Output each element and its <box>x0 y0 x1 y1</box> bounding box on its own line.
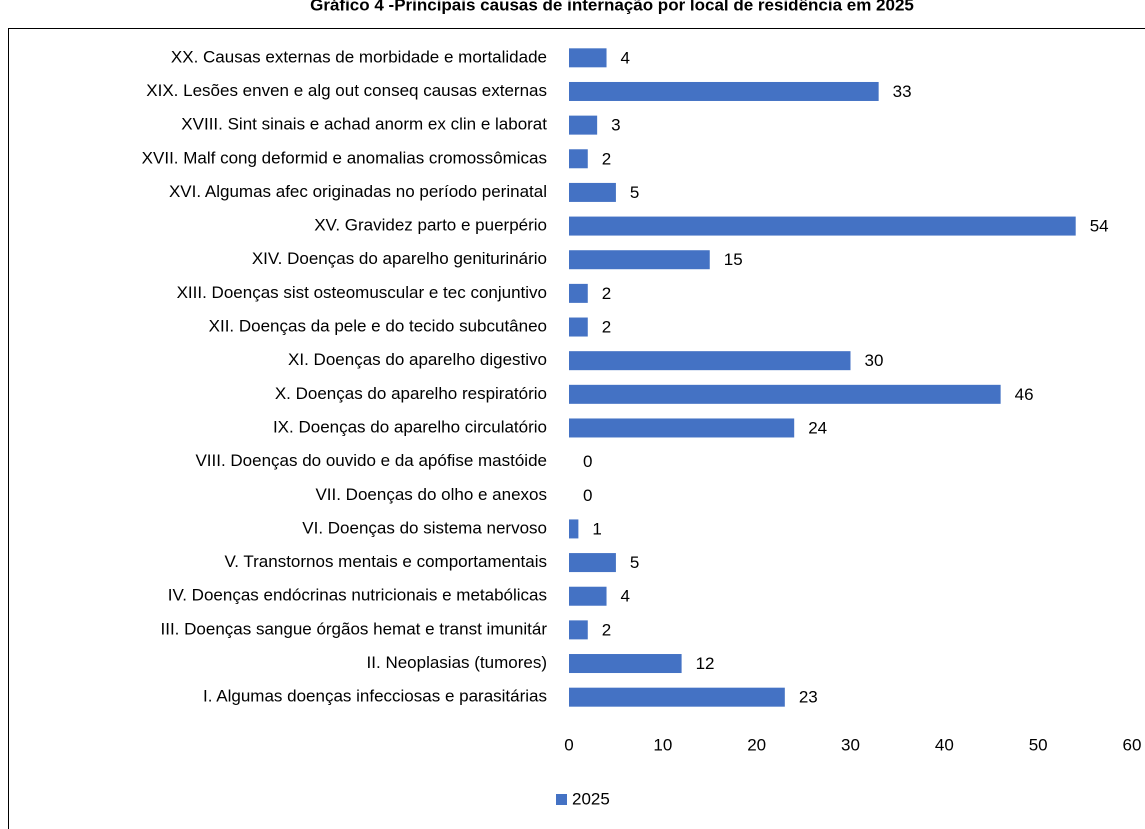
bar <box>569 283 588 303</box>
y-tick-label: V. Transtornos mentais e comportamentais <box>224 552 547 571</box>
y-tick-label: XVII. Malf cong deformid e anomalias cro… <box>142 148 547 167</box>
data-label: 5 <box>630 553 639 572</box>
bar <box>569 586 607 606</box>
data-label: 0 <box>583 452 592 471</box>
y-tick-label: IX. Doenças do aparelho circulatório <box>273 417 547 436</box>
y-tick-label: VIII. Doenças do ouvido e da apófise mas… <box>195 451 547 470</box>
data-label: 2 <box>602 318 611 337</box>
y-tick-label: II. Neoplasias (tumores) <box>367 653 547 672</box>
y-tick-label: IV. Doenças endócrinas nutricionais e me… <box>168 586 547 605</box>
bar <box>569 81 879 101</box>
x-tick-label: 20 <box>747 735 766 754</box>
y-tick-label: VII. Doenças do olho e anexos <box>315 485 547 504</box>
x-tick-label: 60 <box>1123 735 1142 754</box>
y-tick-label: VI. Doenças do sistema nervoso <box>302 518 547 537</box>
data-label: 2 <box>602 284 611 303</box>
bar <box>569 115 598 135</box>
bar <box>569 149 588 169</box>
y-tick-label: XVIII. Sint sinais e achad anorm ex clin… <box>181 115 547 134</box>
data-label: 24 <box>808 418 827 437</box>
x-tick-label: 10 <box>653 735 672 754</box>
data-label: 3 <box>611 116 620 135</box>
y-tick-label: XVI. Algumas afec originadas no período … <box>169 182 547 201</box>
bar <box>569 250 710 270</box>
data-label: 2 <box>602 149 611 168</box>
bar <box>569 553 616 573</box>
y-tick-label: I. Algumas doenças infecciosas e parasit… <box>203 687 547 706</box>
bar <box>569 620 588 640</box>
data-label: 5 <box>630 183 639 202</box>
data-label: 0 <box>583 486 592 505</box>
x-tick-label: 40 <box>935 735 954 754</box>
x-tick-label: 0 <box>564 735 573 754</box>
x-tick-label: 30 <box>841 735 860 754</box>
data-label: 23 <box>799 688 818 707</box>
y-tick-label: XIX. Lesões enven e alg out conseq causa… <box>146 81 547 100</box>
bar <box>569 687 785 707</box>
x-tick-label: 50 <box>1029 735 1048 754</box>
legend-label: 2025 <box>572 789 610 808</box>
y-tick-label: XII. Doenças da pele e do tecido subcutâ… <box>209 317 547 336</box>
bar <box>569 418 795 438</box>
data-label: 54 <box>1090 217 1109 236</box>
bar <box>569 182 616 202</box>
chart-border <box>8 28 1145 829</box>
bar <box>569 519 579 539</box>
chart-title: Gráfico 4 -Principais causas de internaç… <box>310 0 914 14</box>
data-label: 30 <box>865 351 884 370</box>
bar <box>569 351 851 371</box>
bar <box>569 654 682 674</box>
y-tick-label: XI. Doenças do aparelho digestivo <box>288 350 547 369</box>
y-tick-label: XV. Gravidez parto e puerpério <box>314 216 547 235</box>
y-tick-label: XIV. Doenças do aparelho geniturinário <box>252 249 547 268</box>
data-label: 12 <box>696 654 715 673</box>
data-label: 46 <box>1015 385 1034 404</box>
data-label: 15 <box>724 250 743 269</box>
y-tick-label: X. Doenças do aparelho respiratório <box>275 384 547 403</box>
data-label: 33 <box>893 82 912 101</box>
bar <box>569 317 588 337</box>
data-label: 2 <box>602 620 611 639</box>
data-label: 4 <box>621 587 630 606</box>
data-label: 4 <box>621 48 630 67</box>
legend-swatch <box>556 794 567 805</box>
y-tick-label: XIII. Doenças sist osteomuscular e tec c… <box>177 283 547 302</box>
bar <box>569 48 607 68</box>
bar <box>569 384 1001 404</box>
bar <box>569 216 1076 236</box>
data-label: 1 <box>592 519 601 538</box>
y-tick-label: XX. Causas externas de morbidade e morta… <box>171 47 547 66</box>
y-tick-label: III. Doenças sangue órgãos hemat e trans… <box>161 619 548 638</box>
